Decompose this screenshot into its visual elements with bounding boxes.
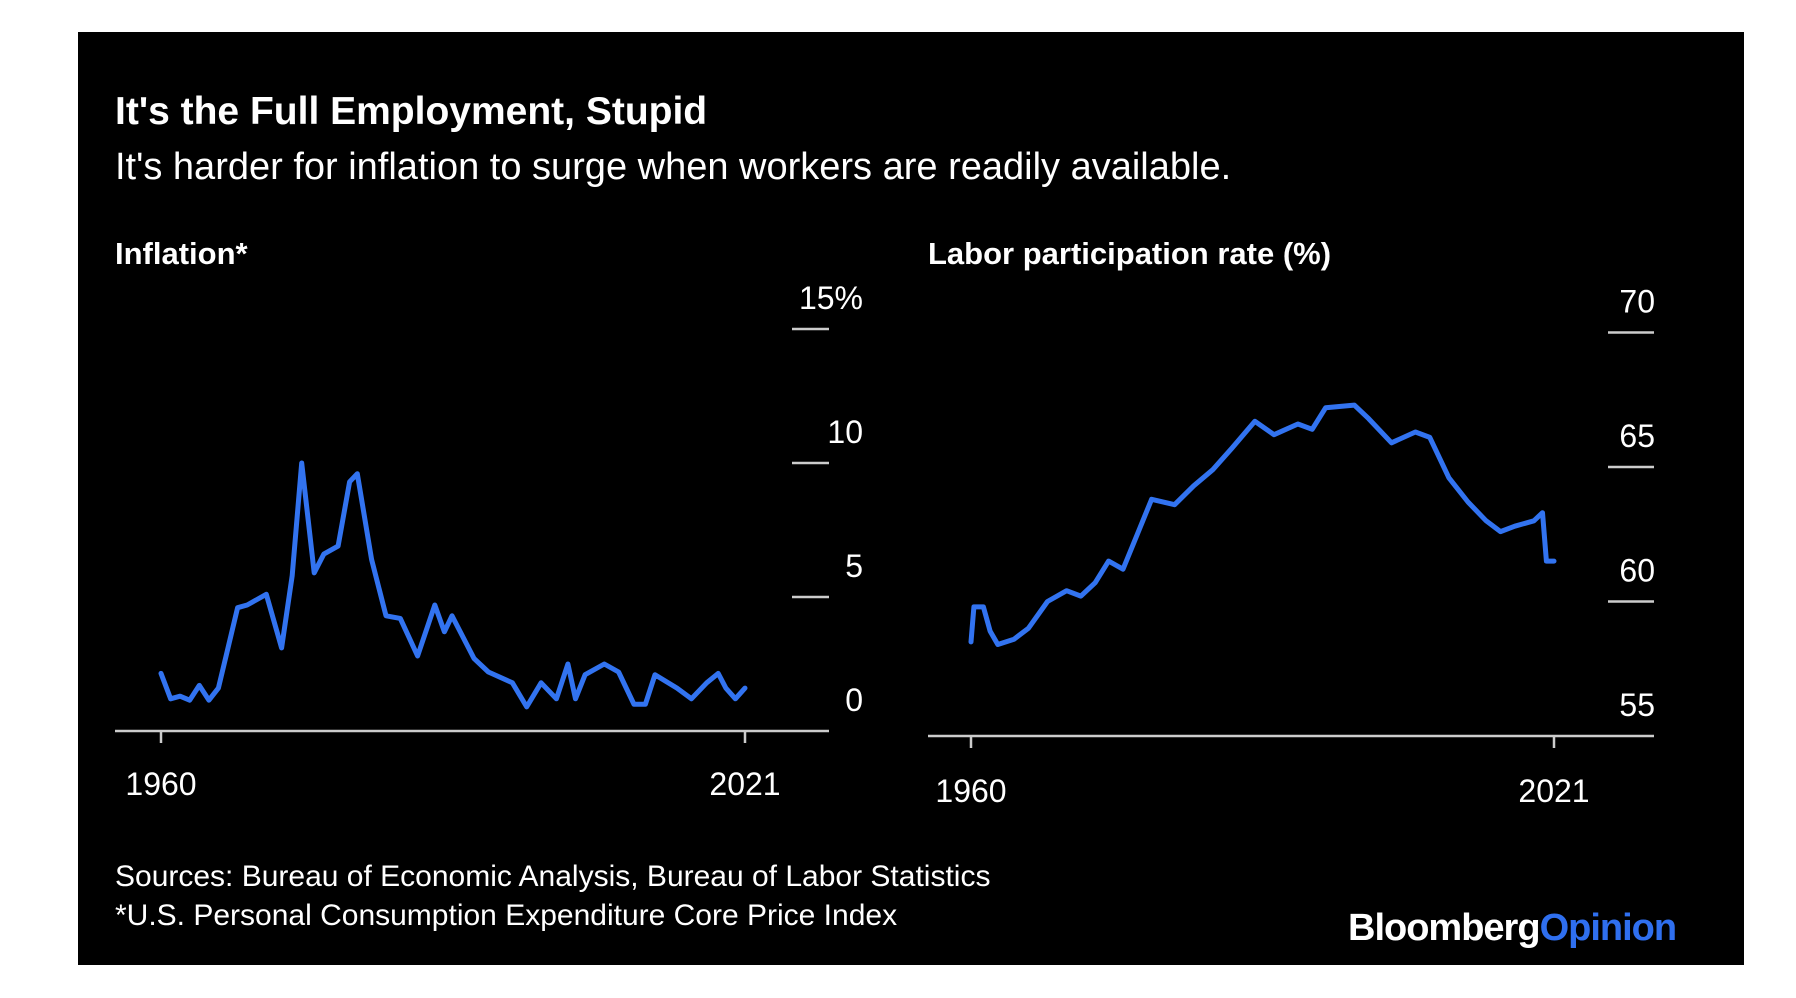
- y-tick-label: 55: [1619, 687, 1655, 723]
- chart-subtitle: It's harder for inflation to surge when …: [115, 146, 1231, 188]
- labor-participation-series-line: [968, 402, 1557, 647]
- footnote: *U.S. Personal Consumption Expenditure C…: [115, 899, 897, 932]
- x-tick-label: 2021: [709, 766, 780, 802]
- labor-chart-title: Labor participation rate (%): [928, 236, 1331, 271]
- y-tick-label: 0: [845, 682, 863, 718]
- y-tick-label: 5: [845, 548, 863, 584]
- inflation-series-line: [158, 460, 748, 710]
- logo-bloomberg: Bloomberg: [1348, 907, 1540, 949]
- inflation-chart-title: Inflation*: [115, 236, 249, 271]
- inflation-chart: 0 5 10 15% 1960 2021: [115, 280, 863, 802]
- bloomberg-opinion-logo: BloombergOpinion: [1348, 907, 1676, 949]
- chart-title: It's the Full Employment, Stupid: [115, 90, 707, 133]
- y-tick-label: 65: [1619, 418, 1655, 454]
- x-tick-label: 1960: [935, 773, 1006, 809]
- y-tick-label: 15%: [799, 280, 863, 316]
- y-tick-label: 10: [827, 414, 863, 450]
- labor-chart: 55 60 65 70 1960 2021: [928, 284, 1655, 809]
- y-tick-label: 60: [1619, 553, 1655, 589]
- x-tick-label: 2021: [1518, 773, 1589, 809]
- x-tick-label: 1960: [125, 766, 196, 802]
- logo-opinion: Opinion: [1540, 907, 1677, 949]
- y-tick-label: 70: [1619, 284, 1655, 320]
- sources-note: Sources: Bureau of Economic Analysis, Bu…: [115, 860, 990, 893]
